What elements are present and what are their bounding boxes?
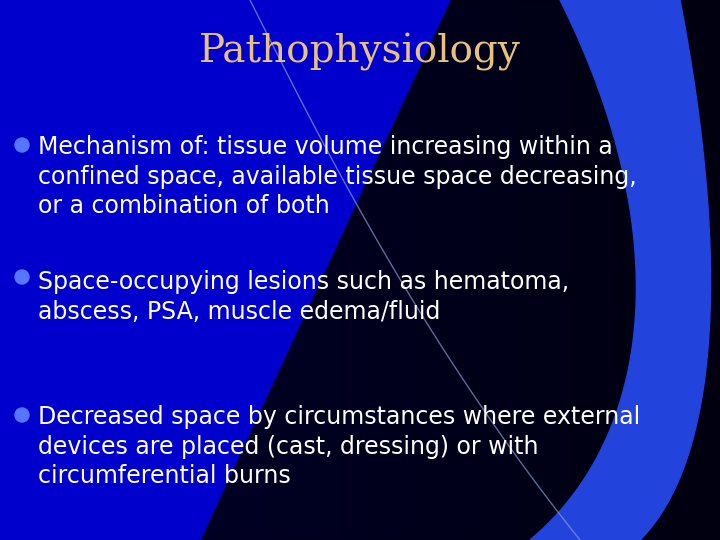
Text: Mechanism of: tissue volume increasing within a
confined space, available tissue: Mechanism of: tissue volume increasing w… bbox=[38, 135, 636, 218]
Polygon shape bbox=[200, 0, 720, 540]
Circle shape bbox=[15, 138, 29, 152]
Polygon shape bbox=[0, 0, 450, 540]
Circle shape bbox=[15, 270, 29, 284]
Circle shape bbox=[15, 408, 29, 422]
Text: Space-occupying lesions such as hematoma,
abscess, PSA, muscle edema/fluid: Space-occupying lesions such as hematoma… bbox=[38, 270, 569, 323]
Text: Decreased space by circumstances where external
devices are placed (cast, dressi: Decreased space by circumstances where e… bbox=[38, 405, 640, 488]
Polygon shape bbox=[530, 0, 711, 540]
Text: Pathophysiology: Pathophysiology bbox=[199, 33, 521, 71]
